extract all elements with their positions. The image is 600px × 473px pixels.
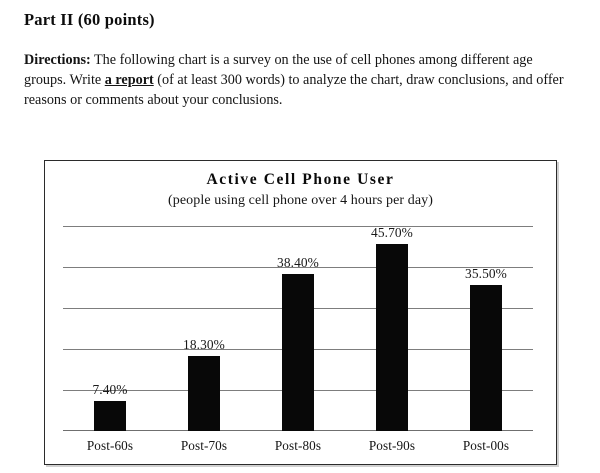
- directions-label: Directions:: [24, 52, 91, 68]
- bar-group: 45.70% Post-90s: [345, 224, 439, 453]
- directions-text-part2: (of at least 300 words) to analyze the c…: [24, 72, 564, 109]
- bar-value-label: 35.50%: [465, 266, 507, 282]
- bar-post-00s: [470, 285, 502, 431]
- gridline: [63, 226, 533, 227]
- chart-container: Active Cell Phone User (people using cel…: [44, 160, 557, 465]
- gridline: [63, 267, 533, 268]
- category-label-post-80s: Post-80s: [274, 438, 322, 453]
- bar-group: 7.40% Post-60s: [63, 226, 157, 453]
- document-header: Part II (60 points) Directions: The foll…: [24, 10, 576, 110]
- bar-post-90s: [376, 243, 408, 431]
- directions-text-part1: The following chart is a survey on the u…: [24, 52, 533, 89]
- category-label-post-90s: Post-90s: [368, 438, 416, 453]
- category-label-post-00s: Post-00s: [462, 438, 510, 453]
- bar-value-label: 45.70%: [371, 224, 413, 240]
- bar-post-60s: [94, 400, 126, 431]
- category-label-post-70s: Post-70s: [180, 438, 228, 453]
- directions-emphasis-a-report: a report: [104, 72, 154, 89]
- bar-group: 38.40% Post-80s: [251, 226, 345, 453]
- bar-value-label: 18.30%: [183, 336, 225, 352]
- bar-value-label: 7.40%: [92, 381, 128, 397]
- bar-post-70s: [188, 355, 220, 431]
- directions-paragraph: Directions: The following chart is a sur…: [24, 50, 570, 110]
- page-title: Part II (60 points): [24, 10, 155, 29]
- chart-subtitle: (people using cell phone over 4 hours pe…: [167, 193, 434, 208]
- plot-area: 7.40% Post-60s 18.30% Post-70s 38.40% Post-80…: [63, 224, 533, 453]
- bar-value-label: 38.40%: [277, 254, 319, 270]
- chart-title: Active Cell Phone User: [206, 171, 395, 188]
- category-label-post-60s: Post-60s: [86, 438, 134, 453]
- bar-group: 18.30% Post-70s: [157, 226, 251, 453]
- bar-post-80s: [282, 273, 314, 431]
- bar-group: 35.50% Post-00s: [439, 226, 533, 453]
